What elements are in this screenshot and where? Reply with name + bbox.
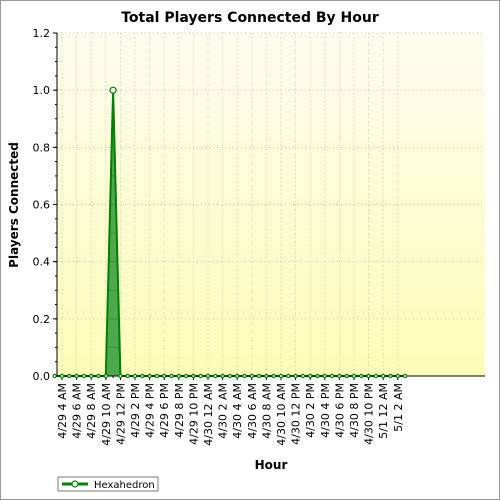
x-tick-label: 4/30 2 PM [304,383,317,438]
data-point [161,373,167,379]
data-point [271,373,276,379]
data-point [381,373,386,379]
y-tick-label: 0.8 [33,141,51,154]
data-point [293,373,298,379]
x-tick-label: 4/29 12 PM [114,383,127,445]
data-point [395,373,400,379]
series-points [52,86,408,379]
x-tick-label: 4/29 10 PM [187,383,200,445]
legend: Hexahedron [57,476,159,492]
x-tick-label: 4/29 8 AM [85,383,98,439]
x-tick-label: 4/29 6 PM [158,383,171,438]
legend-box [57,476,159,492]
x-tick-label: 4/29 4 PM [144,383,157,438]
data-point [264,373,269,379]
x-tick-label: 4/29 4 AM [56,383,69,439]
data-point [308,373,313,379]
data-point [402,373,408,379]
x-tick-label: 4/30 10 PM [363,383,376,445]
data-point [300,373,306,379]
x-tick-label: 4/30 8 AM [260,383,273,439]
data-point [81,373,87,379]
grid-lines [57,32,485,376]
x-axis-ticks: 4/29 4 AM 4/29 6 AM 4/29 8 AM 4/29 10 AM 4/2… [54,376,406,446]
legend-series-marker [71,480,79,488]
x-tick-label: 4/30 2 AM [217,383,230,439]
data-point [315,373,320,379]
data-point [118,373,123,379]
x-tick-label: 4/29 6 AM [71,383,84,439]
data-point [169,373,174,379]
data-point [351,373,357,379]
x-tick-label: 4/30 12 PM [290,383,303,445]
data-point [205,373,211,379]
data-point [359,373,364,379]
x-tick-label: 4/30 4 PM [319,383,332,438]
data-point [286,373,291,379]
y-axis-ticks: 0.0 0.2 0.4 0.6 0.8 1.0 1.2 [33,27,57,383]
y-tick-label: 1.0 [33,84,51,97]
x-tick-label: 4/30 6 PM [333,383,346,438]
data-point [329,373,335,379]
data-point [67,373,72,379]
data-point [256,373,262,379]
x-tick-label: 5/1 12 AM [377,383,390,439]
y-tick-label: 0.6 [33,199,51,212]
data-point [322,373,327,379]
data-point [74,373,79,379]
data-point [337,373,342,379]
chart-title: Total Players Connected By Hour [121,10,379,26]
x-axis-label: Hour [255,458,288,472]
x-tick-label: 4/29 2 PM [129,383,142,438]
data-point [242,373,247,379]
data-point [213,373,218,379]
x-tick-label: 4/30 6 AM [246,383,259,439]
x-tick-label: 4/30 12 AM [202,383,215,446]
data-point [132,373,138,379]
y-tick-label: 0.0 [33,370,51,383]
data-point [176,373,181,379]
data-point [388,373,393,379]
data-point [344,373,349,379]
data-point [140,373,145,379]
x-tick-label: 5/1 2 AM [392,383,405,432]
x-tick-label: 4/29 8 PM [173,383,186,438]
x-tick-label: 4/29 10 AM [100,383,113,446]
data-point [59,373,65,379]
data-point [125,373,130,379]
data-point [198,373,203,379]
data-point [366,373,371,379]
data-point [227,373,233,379]
y-tick-label: 1.2 [33,27,51,40]
data-point [147,373,152,379]
data-point [373,373,379,379]
y-tick-label: 0.4 [33,256,51,269]
data-point [191,373,196,379]
y-axis-label: Players Connected [7,142,21,268]
data-point [220,373,225,379]
data-point [278,373,284,379]
data-point [249,373,254,379]
data-point [183,373,189,379]
data-point [96,373,101,379]
data-point [88,373,94,379]
x-tick-label: 4/30 4 AM [231,383,244,439]
legend-series-label: Hexahedron [94,480,155,491]
data-point [154,373,160,379]
y-tick-label: 0.2 [33,313,51,326]
data-point [52,373,57,379]
data-point [234,373,240,379]
x-tick-label: 4/30 8 PM [348,383,361,438]
x-tick-label: 4/30 10 AM [275,383,288,446]
data-point [103,373,109,379]
data-point [109,86,117,94]
